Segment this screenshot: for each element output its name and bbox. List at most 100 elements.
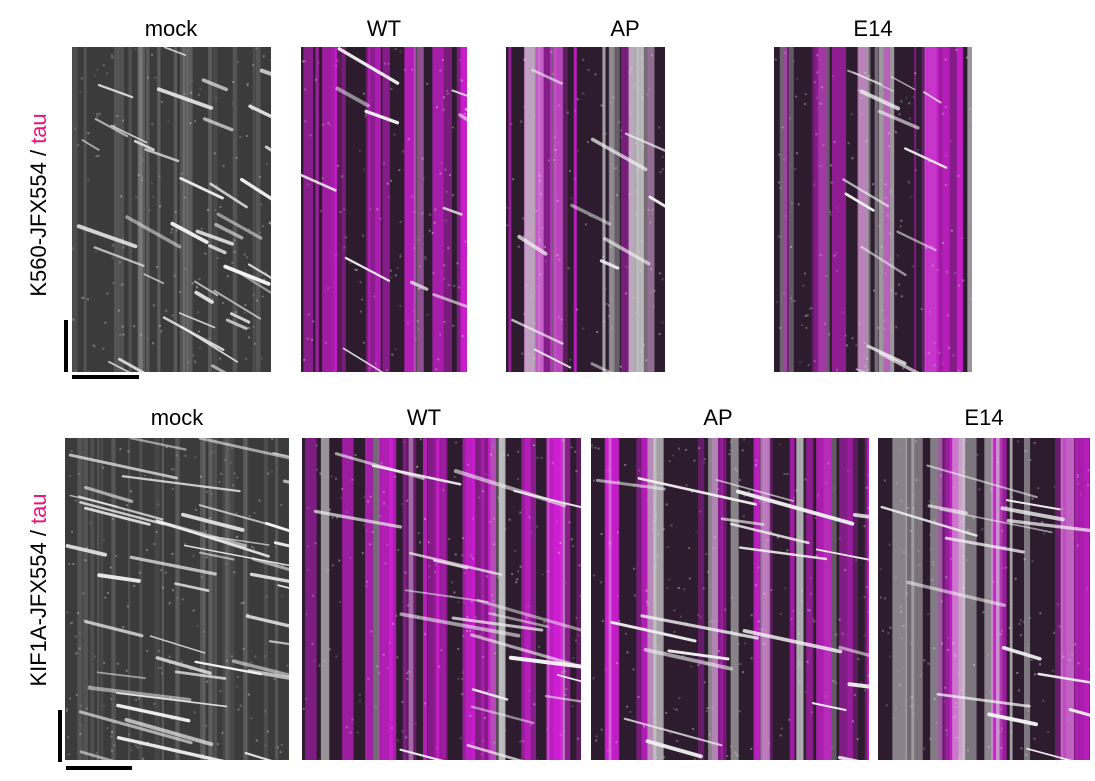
speckle: [361, 298, 364, 301]
run: [94, 117, 129, 138]
run: [133, 139, 155, 151]
speckle: [555, 520, 558, 523]
speckle: [546, 728, 549, 731]
speckle: [558, 315, 561, 318]
speckle: [962, 587, 965, 590]
speckle: [109, 566, 112, 569]
speckle: [668, 460, 671, 463]
speckle: [226, 275, 229, 278]
speckle: [135, 196, 138, 199]
speckle: [399, 305, 402, 308]
speckle: [559, 733, 562, 736]
speckle: [390, 276, 393, 279]
speckle: [637, 696, 640, 699]
speckle: [781, 126, 784, 129]
speckle: [110, 697, 113, 700]
speckle: [602, 320, 605, 323]
speckle: [651, 527, 654, 530]
speckle: [855, 559, 858, 562]
run: [837, 755, 860, 760]
speckle: [500, 596, 503, 599]
speckle: [1076, 544, 1079, 547]
run: [79, 750, 115, 760]
speckle: [838, 537, 841, 540]
speckle: [426, 313, 429, 316]
run: [508, 655, 581, 669]
speckle: [258, 499, 261, 502]
speckle: [319, 209, 322, 212]
speckle: [235, 156, 238, 159]
speckle: [516, 478, 519, 481]
run: [476, 598, 581, 632]
stripe: [956, 47, 963, 372]
speckle: [755, 460, 758, 463]
speckle: [65, 708, 68, 711]
speckle: [485, 473, 488, 476]
panel-title: WT: [407, 405, 441, 430]
run: [202, 117, 234, 132]
speckle: [231, 655, 234, 658]
speckle: [189, 668, 192, 671]
speckle: [233, 239, 236, 242]
speckle: [825, 482, 828, 485]
stripe: [367, 47, 381, 372]
speckle: [910, 641, 913, 644]
speckle: [382, 491, 385, 494]
stripe: [730, 438, 739, 760]
speckle: [543, 621, 546, 624]
speckle: [206, 209, 209, 212]
speckle: [881, 298, 884, 301]
speckle: [999, 633, 1002, 636]
speckle: [940, 600, 943, 603]
speckle: [833, 254, 836, 257]
speckle: [805, 326, 808, 329]
speckle: [863, 342, 866, 345]
speckle: [103, 661, 106, 664]
speckle: [628, 193, 631, 196]
speckle: [757, 566, 760, 569]
speckle: [187, 361, 190, 364]
stripe: [857, 47, 867, 372]
speckle: [577, 634, 580, 637]
speckle: [634, 189, 637, 192]
speckle: [399, 255, 402, 258]
speckle: [250, 717, 253, 720]
speckle: [380, 461, 383, 464]
stripe: [962, 438, 977, 760]
run: [213, 289, 262, 320]
speckle: [331, 516, 334, 519]
speckle: [461, 677, 464, 680]
speckle: [742, 515, 745, 518]
stripe: [816, 438, 832, 760]
speckle: [658, 272, 661, 275]
speckle: [370, 630, 373, 633]
speckle: [929, 310, 932, 313]
speckle: [616, 194, 619, 197]
speckle: [715, 619, 718, 622]
speckle: [442, 108, 445, 111]
speckle: [905, 96, 908, 99]
stripe: [157, 47, 161, 372]
speckle: [427, 541, 430, 544]
speckle: [680, 615, 683, 618]
speckle: [265, 595, 268, 598]
speckle: [957, 369, 960, 372]
speckle: [401, 700, 404, 703]
speckle: [965, 56, 968, 59]
speckle: [817, 494, 820, 497]
speckle: [161, 586, 164, 589]
stripe: [868, 438, 869, 760]
run: [364, 109, 400, 125]
speckle: [403, 68, 406, 71]
speckle: [1087, 668, 1090, 671]
speckle: [458, 59, 461, 62]
speckle: [665, 711, 668, 714]
stripe: [118, 47, 125, 372]
speckle: [642, 343, 645, 346]
speckle: [794, 168, 797, 171]
speckle: [579, 594, 581, 597]
speckle: [154, 76, 157, 79]
speckle: [842, 311, 845, 314]
speckle: [570, 446, 573, 449]
speckle: [146, 76, 149, 79]
